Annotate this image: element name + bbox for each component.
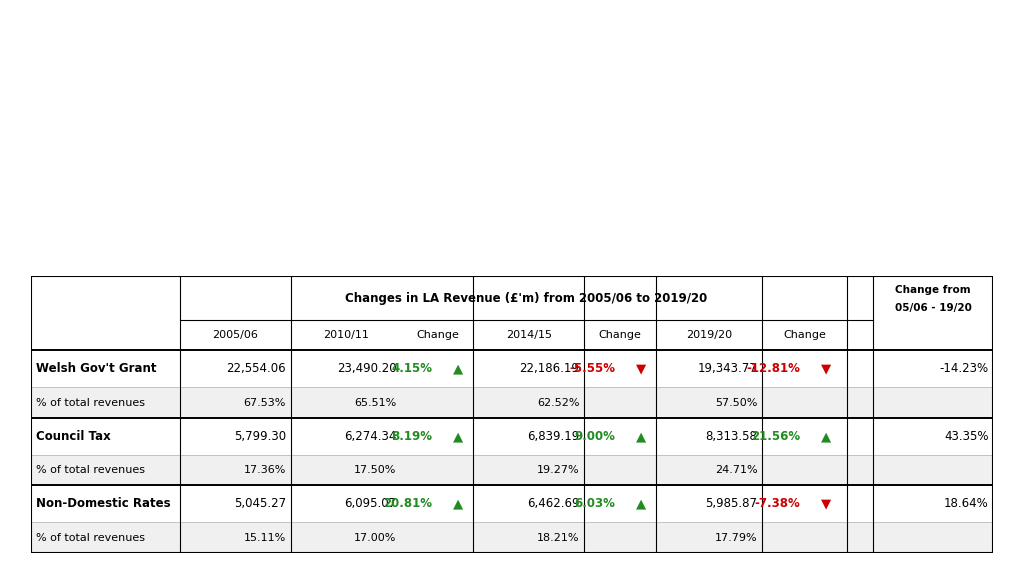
Text: 24.71%: 24.71% bbox=[715, 465, 758, 475]
Text: 21.56%: 21.56% bbox=[751, 430, 800, 443]
Text: 19.27%: 19.27% bbox=[537, 465, 580, 475]
Text: 2005/06: 2005/06 bbox=[212, 330, 258, 340]
Text: ▲: ▲ bbox=[636, 430, 646, 443]
Text: Council Tax: Council Tax bbox=[36, 430, 111, 443]
Text: Welsh Gov't Grant: Welsh Gov't Grant bbox=[36, 362, 156, 376]
Text: ▲: ▲ bbox=[820, 430, 830, 443]
Text: 17.36%: 17.36% bbox=[244, 465, 286, 475]
Text: 5,799.30: 5,799.30 bbox=[233, 430, 286, 443]
Text: 6,274.34: 6,274.34 bbox=[344, 430, 396, 443]
Text: ▼: ▼ bbox=[636, 362, 646, 376]
Text: % of total revenues: % of total revenues bbox=[36, 533, 144, 543]
Text: 17.50%: 17.50% bbox=[354, 465, 396, 475]
Text: 22,554.06: 22,554.06 bbox=[226, 362, 286, 376]
Text: 17.00%: 17.00% bbox=[354, 533, 396, 543]
Text: Change: Change bbox=[416, 330, 459, 340]
Text: 62.52%: 62.52% bbox=[537, 397, 580, 408]
Text: 18.64%: 18.64% bbox=[944, 498, 988, 510]
Text: 57.50%: 57.50% bbox=[715, 397, 758, 408]
Text: -14.23%: -14.23% bbox=[939, 362, 988, 376]
Text: ▼: ▼ bbox=[820, 362, 830, 376]
Text: Non-Domestic Rates: Non-Domestic Rates bbox=[36, 498, 170, 510]
Text: % of total revenues: % of total revenues bbox=[36, 465, 144, 475]
Text: 05/06 - 19/20: 05/06 - 19/20 bbox=[895, 303, 972, 313]
Text: 17.79%: 17.79% bbox=[715, 533, 758, 543]
Text: 6,095.07: 6,095.07 bbox=[344, 498, 396, 510]
Text: 65.51%: 65.51% bbox=[354, 397, 396, 408]
Text: 2010/11: 2010/11 bbox=[323, 330, 369, 340]
Text: 6,462.69: 6,462.69 bbox=[527, 498, 580, 510]
Text: Change from: Change from bbox=[895, 285, 971, 294]
Text: 9.00%: 9.00% bbox=[574, 430, 615, 443]
Text: 4.15%: 4.15% bbox=[391, 362, 432, 376]
Text: Change: Change bbox=[783, 330, 826, 340]
Text: 43.35%: 43.35% bbox=[944, 430, 988, 443]
Text: ▲: ▲ bbox=[454, 430, 464, 443]
Text: 8.19%: 8.19% bbox=[391, 430, 432, 443]
Text: ▲: ▲ bbox=[636, 498, 646, 510]
Text: ▲: ▲ bbox=[454, 498, 464, 510]
Text: 8,313.58: 8,313.58 bbox=[706, 430, 758, 443]
Text: % of total revenues: % of total revenues bbox=[36, 397, 144, 408]
Text: ▼: ▼ bbox=[820, 498, 830, 510]
Text: Changes in LA Revenue (£'m) from 2005/06 to 2019/20: Changes in LA Revenue (£'m) from 2005/06… bbox=[345, 291, 708, 305]
Text: 2014/15: 2014/15 bbox=[506, 330, 552, 340]
Text: 6.03%: 6.03% bbox=[574, 498, 615, 510]
Text: 6,839.19: 6,839.19 bbox=[527, 430, 580, 443]
Text: -5.55%: -5.55% bbox=[569, 362, 615, 376]
Text: 23,490.20: 23,490.20 bbox=[337, 362, 396, 376]
Text: Welsh LAs Income: Scale of Austerity Impacts: Welsh LAs Income: Scale of Austerity Imp… bbox=[51, 83, 907, 119]
Bar bbox=[31, 522, 993, 553]
Text: -7.38%: -7.38% bbox=[754, 498, 800, 510]
Text: 5,045.27: 5,045.27 bbox=[233, 498, 286, 510]
Text: 20.81%: 20.81% bbox=[384, 498, 432, 510]
Bar bbox=[31, 388, 993, 418]
Text: Change: Change bbox=[599, 330, 642, 340]
Text: 2019/20: 2019/20 bbox=[686, 330, 732, 340]
Text: 19,343.77: 19,343.77 bbox=[697, 362, 758, 376]
Text: 18.21%: 18.21% bbox=[537, 533, 580, 543]
Text: ▲: ▲ bbox=[454, 362, 464, 376]
Text: 22,186.19: 22,186.19 bbox=[519, 362, 580, 376]
Text: 15.11%: 15.11% bbox=[244, 533, 286, 543]
Text: -12.81%: -12.81% bbox=[745, 362, 800, 376]
Text: 67.53%: 67.53% bbox=[244, 397, 286, 408]
Bar bbox=[31, 455, 993, 486]
Text: 5,985.87: 5,985.87 bbox=[706, 498, 758, 510]
